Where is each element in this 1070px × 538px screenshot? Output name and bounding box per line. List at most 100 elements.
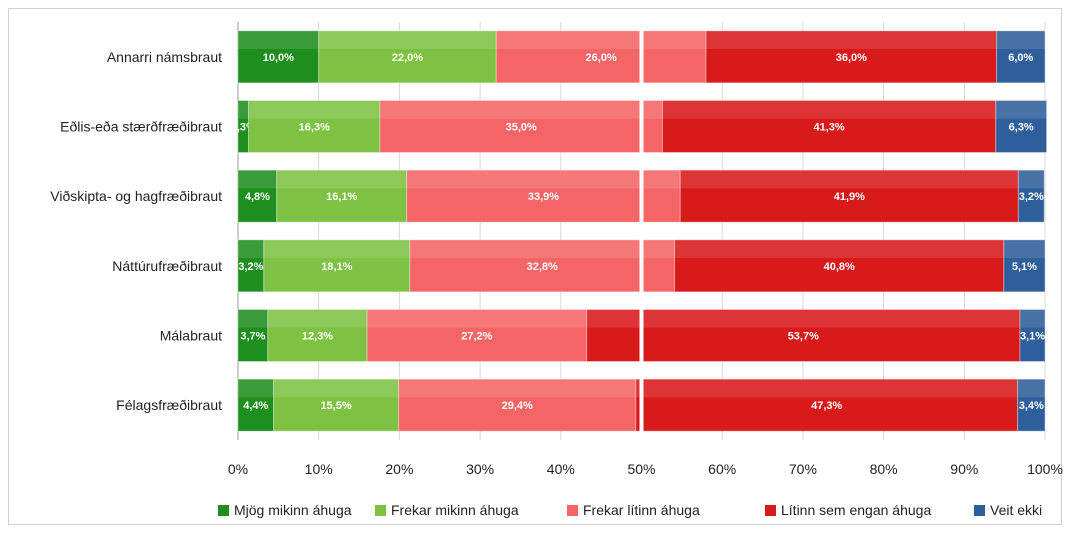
bar-highlight — [238, 30, 319, 50]
bar-highlight — [1018, 170, 1045, 189]
bar-highlight — [674, 239, 1004, 259]
x-tick-label: 60% — [708, 461, 736, 477]
data-label: 5,1% — [1012, 261, 1037, 273]
bar-segment — [237, 30, 320, 84]
bar-highlight — [238, 379, 274, 398]
bar-segment — [398, 378, 637, 432]
x-tick-label: 40% — [547, 461, 575, 477]
bar-highlight — [238, 309, 268, 328]
bar-highlight — [680, 170, 1019, 189]
bar-segment — [366, 309, 588, 362]
data-label: 3,2% — [238, 261, 263, 273]
data-label: 3,4% — [1019, 400, 1044, 412]
bar-segment — [1003, 239, 1046, 293]
category-label: Málabraut — [160, 328, 222, 344]
bar-segment — [679, 169, 1019, 223]
x-tick-label: 30% — [466, 461, 494, 477]
bar-highlight — [586, 309, 1020, 328]
data-label: 36,0% — [836, 52, 867, 64]
bar-segment — [1017, 169, 1045, 223]
data-label: 32,8% — [527, 261, 558, 273]
data-label: 35,0% — [506, 122, 537, 134]
bar-segment — [237, 169, 278, 223]
bar-highlight — [248, 100, 381, 119]
x-tick-label: 80% — [870, 461, 898, 477]
data-label: 26,0% — [586, 52, 617, 64]
bar-segment — [586, 309, 1021, 362]
legend-swatch — [765, 505, 776, 516]
data-label: 6,0% — [1008, 52, 1033, 64]
data-label: 16,3% — [299, 122, 330, 134]
bar-segment — [996, 30, 1046, 84]
bar-segment — [1019, 309, 1046, 362]
data-label: 12,3% — [302, 331, 333, 343]
legend-swatch — [567, 505, 578, 516]
bar-segment — [995, 100, 1048, 153]
x-tick-label: 100% — [1027, 461, 1063, 477]
bar-highlight — [238, 239, 264, 259]
data-label: 41,9% — [834, 191, 865, 203]
bar-segment — [705, 30, 998, 84]
data-label: 3,2% — [1019, 191, 1044, 203]
bar-highlight — [1017, 379, 1045, 398]
data-label: 3,1% — [1020, 331, 1045, 343]
bar-segment — [674, 239, 1005, 293]
legend-label: Frekar lítinn áhuga — [583, 502, 700, 518]
bar-highlight — [238, 100, 249, 119]
data-label: 6,3% — [1009, 122, 1034, 134]
x-tick-label: 90% — [950, 461, 978, 477]
bar-highlight — [1019, 309, 1045, 328]
bar-segment — [1017, 378, 1046, 432]
legend-label: Mjög mikinn áhuga — [234, 502, 352, 518]
bar-segment — [495, 30, 707, 84]
legend: Mjög mikinn áhuga Frekar mikinn áhuga Frek… — [218, 502, 1042, 518]
bar-highlight — [273, 379, 399, 398]
bar-highlight — [706, 30, 997, 50]
x-tick-label: 10% — [305, 461, 333, 477]
legend-label: Frekar mikinn áhuga — [391, 502, 519, 518]
x-tick-label: 50% — [627, 461, 655, 477]
category-label: Eðlis-eða stærðfræðibraut — [60, 119, 222, 135]
bar-highlight — [380, 100, 663, 119]
bars: 10,0% 22,0% 26,0% 36,0% 6,0%1,3% 16,3% 35,0% 41… — [231, 30, 1048, 432]
data-label: 33,9% — [528, 191, 559, 203]
bar-highlight — [496, 30, 707, 50]
bar-segment — [635, 378, 1019, 432]
x-axis-ticks: 0% 10% 20% 30% 40% 50% 60% 70% 80% 90% 100% — [228, 461, 1063, 477]
bar-highlight — [276, 170, 407, 189]
bar-segment — [247, 100, 381, 153]
data-label: 10,0% — [263, 52, 294, 64]
data-label: 41,3% — [814, 122, 845, 134]
data-label: 40,8% — [824, 261, 855, 273]
legend-swatch — [375, 505, 386, 516]
data-label: 47,3% — [811, 400, 842, 412]
bar-segment — [267, 309, 368, 362]
bar-highlight — [406, 170, 681, 189]
data-label: 27,2% — [461, 331, 492, 343]
bar-highlight — [238, 170, 277, 189]
bar-highlight — [263, 239, 410, 259]
category-labels: Annarri námsbraut Eðlis-eða stærðfræðibra… — [50, 49, 222, 413]
bar-segment — [237, 239, 265, 293]
x-tick-label: 70% — [789, 461, 817, 477]
data-label: 29,4% — [502, 400, 533, 412]
bar-segment — [661, 100, 997, 153]
bar-highlight — [662, 100, 996, 119]
legend-swatch — [974, 505, 985, 516]
bar-segment — [273, 378, 400, 432]
bar-highlight — [398, 379, 636, 398]
data-label: 15,5% — [320, 400, 351, 412]
legend-label: Lítinn sem engan áhuga — [781, 502, 931, 518]
bar-highlight — [409, 239, 675, 259]
x-tick-label: 20% — [385, 461, 413, 477]
category-label: Náttúrufræðibraut — [112, 258, 222, 274]
bar-highlight — [635, 379, 1018, 398]
bar-highlight — [1003, 239, 1045, 259]
data-label: 4,4% — [243, 400, 268, 412]
bar-highlight — [267, 309, 368, 328]
bar-highlight — [996, 30, 1045, 50]
category-label: Viðskipta- og hagfræðibraut — [50, 188, 222, 204]
legend-label: Veit ekki — [990, 502, 1042, 518]
